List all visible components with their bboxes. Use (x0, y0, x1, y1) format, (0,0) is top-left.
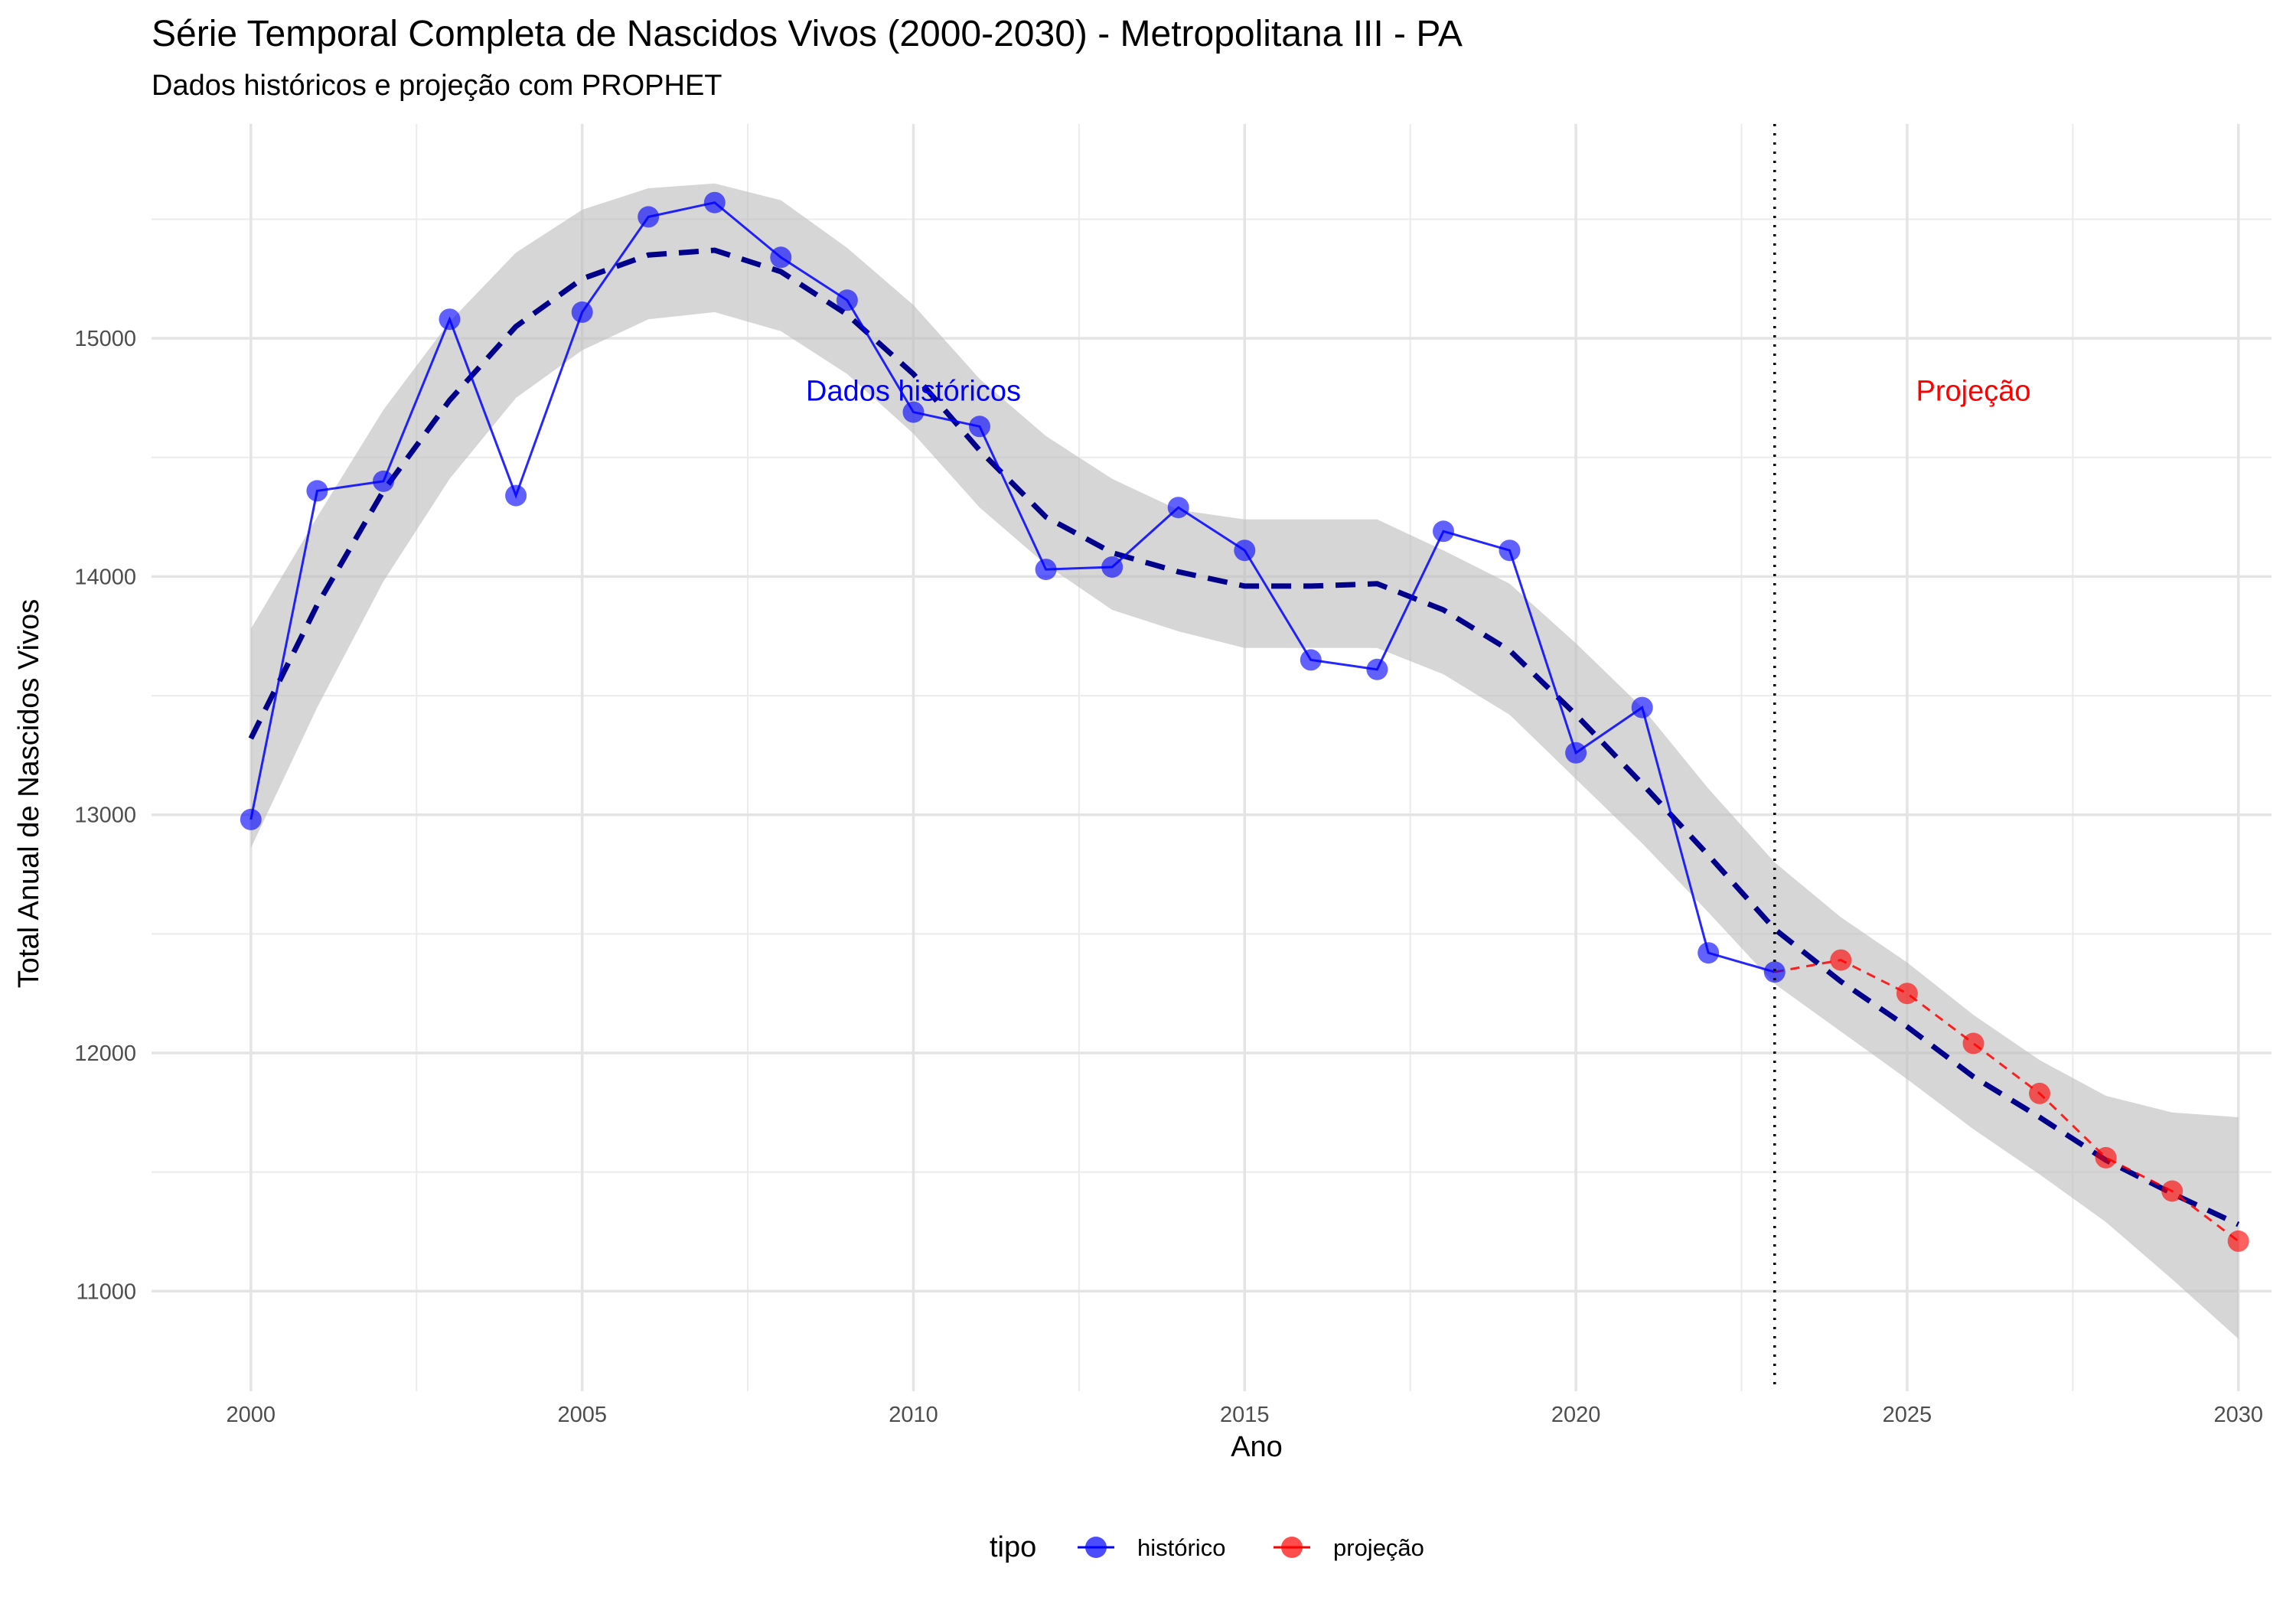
y-tick-label: 12000 (74, 1041, 136, 1066)
legend: tipo histórico projeção (990, 1531, 1424, 1563)
data-point-historico (373, 470, 394, 492)
series-line-historico (249, 201, 1776, 973)
data-point-historico (1698, 942, 1720, 964)
data-point-historico (1234, 539, 1256, 562)
data-point-projecao (1896, 983, 1918, 1005)
annotations: Dados históricos Projeção (806, 376, 2030, 408)
legend-label: projeção (1333, 1534, 1424, 1561)
data-point-historico (1300, 649, 1322, 671)
data-point-historico (703, 191, 726, 214)
data-point-historico (1499, 539, 1521, 562)
y-axis-title: Total Anual de Nascidos Vivos (13, 599, 45, 988)
data-point-projecao (1962, 1032, 1985, 1054)
chart-title: Série Temporal Completa de Nascidos Vivo… (152, 14, 1463, 54)
data-point-historico (439, 308, 461, 331)
data-point-historico (1631, 696, 1653, 719)
data-point-projecao (2161, 1180, 2183, 1202)
data-point-historico (1035, 559, 1057, 581)
x-axis-ticks: 2000 2005 2010 2015 2020 2025 2030 (227, 1403, 2263, 1427)
data-point-historico (1167, 497, 1189, 519)
x-tick-label: 2000 (227, 1403, 276, 1427)
data-point-projecao (2227, 1230, 2249, 1252)
data-point-historico (306, 480, 328, 502)
data-point-historico (770, 246, 792, 269)
data-point-projecao (2029, 1082, 2050, 1104)
data-point-historico (1565, 742, 1587, 764)
series-group (240, 191, 2249, 1252)
trend-line-group (248, 247, 2240, 1227)
legend-title: tipo (990, 1531, 1036, 1563)
data-point-projecao (1830, 949, 1852, 971)
data-point-historico (902, 401, 925, 423)
data-point-historico (836, 289, 858, 311)
legend-key-point (1281, 1537, 1303, 1558)
legend-label: histórico (1137, 1534, 1225, 1561)
annotation-label: Dados históricos (806, 376, 1021, 408)
x-tick-label: 2020 (1551, 1403, 1601, 1427)
y-tick-label: 14000 (74, 565, 136, 589)
y-tick-label: 11000 (77, 1279, 137, 1304)
x-tick-label: 2005 (557, 1403, 607, 1427)
annotation-label: Projeção (1916, 376, 2031, 408)
x-axis-title: Ano (1231, 1431, 1283, 1463)
chart-subtitle: Dados históricos e projeção com PROPHET (152, 70, 722, 102)
x-tick-label: 2015 (1220, 1403, 1270, 1427)
data-point-historico (505, 484, 527, 507)
x-tick-label: 2025 (1883, 1403, 1932, 1427)
y-axis-ticks: 11000 12000 13000 14000 15000 (74, 327, 136, 1304)
trend-line (248, 247, 2240, 1227)
legend-key-point (1085, 1537, 1107, 1558)
y-tick-label: 13000 (74, 804, 136, 828)
data-point-historico (1101, 556, 1124, 578)
data-point-historico (1763, 961, 1786, 983)
y-tick-label: 15000 (74, 327, 136, 351)
series-line-projecao (1774, 959, 2239, 1243)
x-tick-label: 2030 (2213, 1403, 2263, 1427)
data-point-historico (1433, 520, 1454, 543)
data-point-historico (969, 416, 990, 438)
gridlines (152, 124, 2272, 1391)
data-point-historico (638, 206, 660, 228)
data-point-historico (571, 301, 593, 323)
data-point-historico (1366, 658, 1388, 680)
data-point-projecao (2095, 1146, 2117, 1169)
data-point-historico (240, 808, 262, 830)
x-tick-label: 2010 (889, 1403, 938, 1427)
